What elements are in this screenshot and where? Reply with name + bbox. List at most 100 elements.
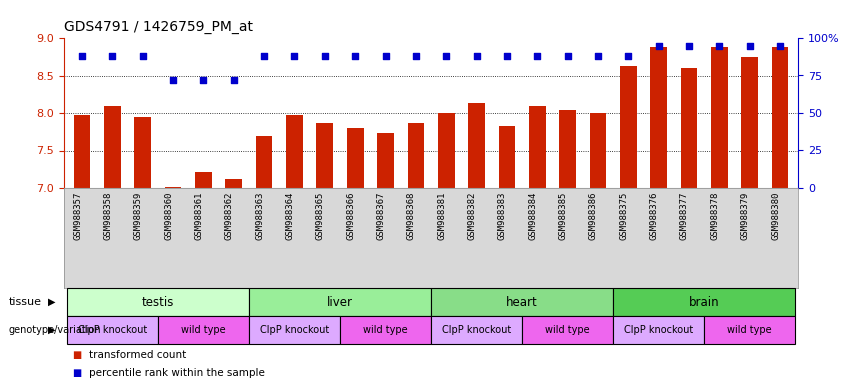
Bar bbox=[249, 288, 431, 316]
Bar bbox=[377, 133, 394, 188]
Point bbox=[379, 53, 392, 59]
Bar bbox=[499, 126, 515, 188]
Point bbox=[136, 53, 150, 59]
Bar bbox=[438, 113, 454, 188]
Point bbox=[561, 53, 574, 59]
Point bbox=[439, 53, 453, 59]
Text: GSM988359: GSM988359 bbox=[134, 192, 143, 240]
Text: GSM988386: GSM988386 bbox=[589, 192, 598, 240]
Bar bbox=[613, 316, 704, 344]
Text: GSM988382: GSM988382 bbox=[467, 192, 477, 240]
Bar bbox=[590, 113, 606, 188]
Text: GSM988384: GSM988384 bbox=[528, 192, 537, 240]
Text: GSM988360: GSM988360 bbox=[164, 192, 173, 240]
Point bbox=[530, 53, 544, 59]
Bar bbox=[613, 288, 795, 316]
Text: GSM988358: GSM988358 bbox=[103, 192, 112, 240]
Point bbox=[166, 77, 180, 83]
Bar bbox=[74, 115, 90, 188]
Text: ■: ■ bbox=[72, 350, 82, 360]
Point bbox=[621, 53, 635, 59]
Bar bbox=[559, 110, 576, 188]
Point bbox=[197, 77, 210, 83]
Text: wild type: wild type bbox=[181, 325, 226, 335]
Text: ■: ■ bbox=[72, 368, 82, 378]
Bar bbox=[681, 68, 697, 188]
Point bbox=[106, 53, 119, 59]
Text: wild type: wild type bbox=[545, 325, 590, 335]
Text: ClpP knockout: ClpP knockout bbox=[624, 325, 694, 335]
Bar bbox=[711, 47, 728, 188]
Bar bbox=[650, 47, 667, 188]
Text: transformed count: transformed count bbox=[89, 350, 186, 360]
Point bbox=[591, 53, 605, 59]
Text: GSM988381: GSM988381 bbox=[437, 192, 446, 240]
Text: GSM988379: GSM988379 bbox=[740, 192, 750, 240]
Text: liver: liver bbox=[327, 296, 353, 308]
Bar bbox=[529, 106, 545, 188]
Point bbox=[470, 53, 483, 59]
Point bbox=[348, 53, 362, 59]
Text: brain: brain bbox=[688, 296, 719, 308]
Text: genotype/variation: genotype/variation bbox=[9, 325, 101, 335]
Text: ClpP knockout: ClpP knockout bbox=[77, 325, 147, 335]
Bar bbox=[226, 179, 243, 188]
Bar bbox=[158, 316, 249, 344]
Text: testis: testis bbox=[142, 296, 174, 308]
Text: wild type: wild type bbox=[363, 325, 408, 335]
Text: GSM988361: GSM988361 bbox=[194, 192, 203, 240]
Text: GSM988367: GSM988367 bbox=[376, 192, 386, 240]
Text: GSM988378: GSM988378 bbox=[711, 192, 719, 240]
Text: GSM988366: GSM988366 bbox=[346, 192, 355, 240]
Bar bbox=[286, 115, 303, 188]
Text: GSM988362: GSM988362 bbox=[225, 192, 234, 240]
Point bbox=[743, 42, 757, 48]
Bar bbox=[256, 136, 272, 188]
Text: GSM988385: GSM988385 bbox=[558, 192, 568, 240]
Bar bbox=[431, 288, 613, 316]
Text: ▶: ▶ bbox=[48, 297, 55, 307]
Point bbox=[227, 77, 241, 83]
Bar bbox=[67, 316, 158, 344]
Text: GSM988357: GSM988357 bbox=[73, 192, 82, 240]
Text: GSM988363: GSM988363 bbox=[255, 192, 264, 240]
Bar bbox=[408, 123, 424, 188]
Text: GSM988375: GSM988375 bbox=[620, 192, 628, 240]
Bar bbox=[741, 57, 758, 188]
Text: GSM988376: GSM988376 bbox=[649, 192, 659, 240]
Point bbox=[257, 53, 271, 59]
Point bbox=[318, 53, 332, 59]
Point bbox=[500, 53, 514, 59]
Text: GSM988383: GSM988383 bbox=[498, 192, 507, 240]
Point bbox=[774, 42, 787, 48]
Bar bbox=[317, 123, 333, 188]
Point bbox=[652, 42, 665, 48]
Bar bbox=[620, 66, 637, 188]
Text: heart: heart bbox=[506, 296, 538, 308]
Text: GSM988380: GSM988380 bbox=[771, 192, 780, 240]
Bar bbox=[704, 316, 795, 344]
Bar bbox=[67, 288, 249, 316]
Bar bbox=[468, 103, 485, 188]
Text: wild type: wild type bbox=[728, 325, 772, 335]
Bar bbox=[104, 106, 121, 188]
Text: ▶: ▶ bbox=[48, 325, 55, 335]
Point bbox=[288, 53, 301, 59]
Bar bbox=[772, 47, 788, 188]
Text: tissue: tissue bbox=[9, 297, 42, 307]
Bar bbox=[195, 172, 212, 188]
Text: GSM988365: GSM988365 bbox=[316, 192, 325, 240]
Text: GSM988368: GSM988368 bbox=[407, 192, 416, 240]
Bar bbox=[347, 128, 363, 188]
Point bbox=[683, 42, 696, 48]
Text: GDS4791 / 1426759_PM_at: GDS4791 / 1426759_PM_at bbox=[64, 20, 253, 34]
Bar bbox=[249, 316, 340, 344]
Text: percentile rank within the sample: percentile rank within the sample bbox=[89, 368, 266, 378]
Text: GSM988377: GSM988377 bbox=[680, 192, 689, 240]
Bar bbox=[522, 316, 613, 344]
Point bbox=[712, 42, 726, 48]
Text: ClpP knockout: ClpP knockout bbox=[260, 325, 329, 335]
Text: GSM988364: GSM988364 bbox=[285, 192, 294, 240]
Bar bbox=[134, 117, 151, 188]
Bar bbox=[340, 316, 431, 344]
